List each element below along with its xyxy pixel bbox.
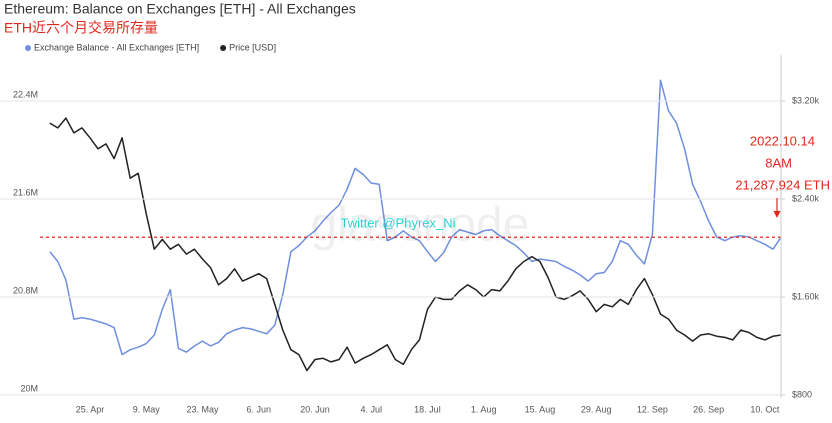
y-tick-label: 21.6M xyxy=(13,187,38,197)
chart-subtitle: ETH近六个月交易所存量 xyxy=(4,20,158,36)
x-tick-label: 9. May xyxy=(133,404,161,414)
x-tick-label: 6. Jun xyxy=(246,404,271,414)
x-tick-label: 25. Apr xyxy=(76,404,105,414)
series-line xyxy=(49,79,782,356)
x-tick-label: 10. Oct xyxy=(750,404,780,414)
legend-marker xyxy=(220,45,227,51)
y2-tick-label: $1.60k xyxy=(792,291,820,301)
y2-tick-label: $800 xyxy=(792,389,812,399)
annotation: 2022.10.14 xyxy=(750,133,815,148)
y-tick-label: 20M xyxy=(20,383,38,393)
annotation-arrow xyxy=(773,198,781,218)
annotation: 21,287,924 ETH xyxy=(735,177,830,192)
y-tick-label: 20.8M xyxy=(13,285,38,295)
x-tick-label: 29. Aug xyxy=(581,404,612,414)
credit: Twitter @Phyrex_Ni xyxy=(340,215,455,230)
chart-title: Ethereum: Balance on Exchanges [ETH] - A… xyxy=(4,1,356,17)
x-tick-label: 18. Jul xyxy=(414,404,441,414)
legend-label: Exchange Balance - All Exchanges [ETH] xyxy=(34,42,199,52)
x-tick-label: 1. Aug xyxy=(471,404,497,414)
x-tick-label: 26. Sep xyxy=(693,404,724,414)
x-tick-label: 15. Aug xyxy=(525,404,556,414)
y-tick-label: 22.4M xyxy=(13,89,38,99)
x-tick-label: 23. May xyxy=(186,404,219,414)
y2-tick-label: $2.40k xyxy=(792,193,820,203)
x-tick-label: 12. Sep xyxy=(637,404,668,414)
series-line xyxy=(49,117,782,372)
x-tick-label: 20. Jun xyxy=(300,404,330,414)
annotation: 8AM xyxy=(765,155,792,170)
legend-marker xyxy=(25,45,31,51)
y2-tick-label: $3.20k xyxy=(792,95,820,105)
x-tick-label: 4. Jul xyxy=(360,404,382,414)
watermark: glassnode xyxy=(311,199,530,252)
legend-label: Price [USD] xyxy=(229,42,276,52)
